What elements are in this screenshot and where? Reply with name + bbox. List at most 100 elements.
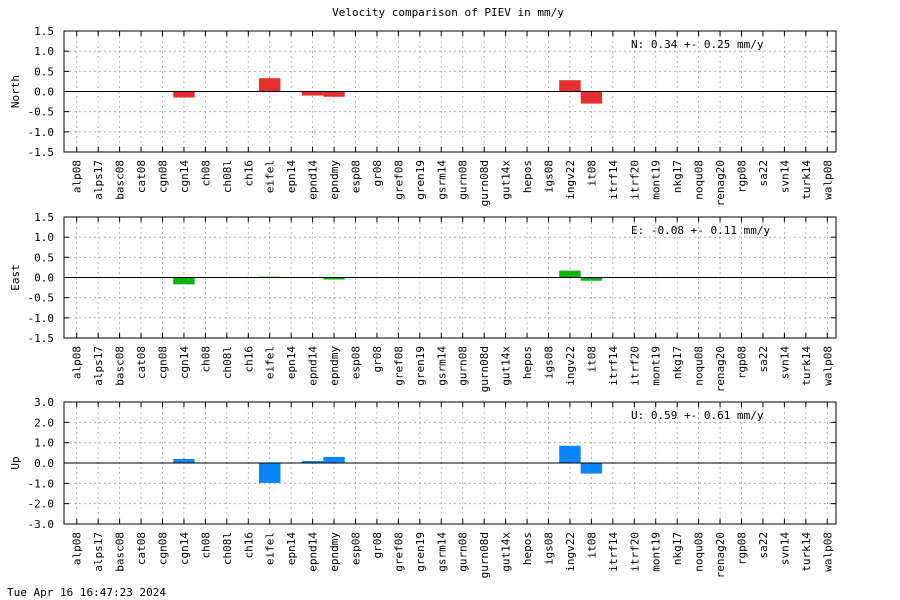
x-tick-label: gsrm14 [435, 346, 448, 386]
x-tick-label: it08 [585, 346, 598, 373]
x-tick-label: eifel [264, 532, 277, 565]
bar-east-epndmy [323, 277, 345, 280]
x-tick-label: gurn08d [478, 160, 491, 206]
x-tick-label: epndmy [328, 160, 341, 200]
x-tick-label: rgp08 [736, 532, 749, 565]
x-tick-label: ingv22 [564, 346, 577, 386]
x-tick-label: ingv22 [564, 532, 577, 572]
x-tick-label: alps17 [92, 160, 105, 200]
x-tick-label: gurn08 [457, 160, 470, 200]
x-tick-label: esp08 [350, 346, 363, 379]
bar-up-it08 [580, 463, 603, 474]
bar-north-epnd14 [301, 91, 324, 96]
y-tick-label: 0.5 [34, 251, 54, 264]
y-tick-label: -1.0 [28, 126, 55, 139]
x-tick-label: gr08 [371, 532, 384, 559]
x-tick-label: gr08 [371, 160, 384, 187]
x-tick-label: gurn08 [457, 346, 470, 386]
x-tick-label: walp08 [821, 346, 834, 386]
x-tick-label: gref08 [392, 532, 405, 572]
x-tick-label: gref08 [392, 346, 405, 386]
x-tick-label: svn14 [778, 346, 791, 379]
x-tick-label: it08 [585, 532, 598, 559]
y-tick-label: -1.0 [28, 477, 55, 490]
stat-annotation: U: 0.59 +- 0.61 mm/y [631, 409, 764, 422]
x-tick-label: ch16 [242, 346, 255, 373]
y-tick-label: 1.0 [34, 45, 54, 58]
x-tick-label: itrf20 [628, 346, 641, 386]
x-tick-label: ch08l [221, 532, 234, 565]
x-tick-label: ch16 [242, 160, 255, 187]
y-tick-label: -3.0 [28, 518, 55, 531]
plot-frame [63, 30, 837, 153]
x-tick-label: itrf20 [628, 160, 641, 200]
x-tick-label: renag20 [714, 346, 727, 392]
y-tick-label: -1.5 [28, 332, 55, 345]
x-tick-label: rgp08 [736, 160, 749, 193]
x-tick-label: hepos [521, 160, 534, 193]
x-tick-label: sa22 [757, 346, 770, 373]
timestamp: Tue Apr 16 16:47:23 2024 [7, 586, 166, 599]
x-tick-label: basc08 [114, 160, 127, 200]
stat-annotation: E: -0.08 +- 0.11 mm/y [631, 224, 770, 237]
y-axis-label: East [9, 264, 22, 291]
x-tick-label: basc08 [114, 532, 127, 572]
y-tick-label: 0.0 [34, 272, 54, 285]
x-tick-label: cat08 [135, 532, 148, 565]
bar-up-epndmy [323, 456, 345, 463]
x-tick-label: mont19 [650, 532, 663, 572]
x-tick-label: esp08 [350, 532, 363, 565]
x-tick-label: gsrm14 [435, 160, 448, 200]
bar-up-ingv22 [559, 445, 581, 463]
plot-frame [63, 216, 837, 339]
bar-north-ingv22 [559, 80, 581, 92]
bar-north-it08 [580, 91, 603, 104]
x-tick-label: renag20 [714, 160, 727, 206]
x-tick-label: turk14 [800, 532, 813, 572]
x-tick-label: cgn08 [157, 346, 170, 379]
x-tick-label: itrf14 [607, 532, 620, 572]
x-tick-label: cat08 [135, 160, 148, 193]
x-tick-label: noqu08 [693, 346, 706, 386]
x-tick-label: sa22 [757, 160, 770, 187]
x-tick-label: ch16 [242, 532, 255, 559]
x-tick-label: gren19 [414, 346, 427, 386]
bar-north-eifel [259, 78, 281, 92]
y-tick-label: 0.5 [34, 65, 54, 78]
x-tick-label: hepos [521, 532, 534, 565]
x-tick-label: walp08 [821, 532, 834, 572]
x-tick-label: sa22 [757, 532, 770, 559]
x-tick-label: alps17 [92, 532, 105, 572]
x-tick-label: igs08 [543, 346, 556, 379]
x-tick-label: ch08 [199, 346, 212, 373]
bar-up-cgn14 [173, 458, 195, 463]
y-tick-label: 0.0 [34, 457, 54, 470]
y-tick-label: 1.5 [34, 25, 54, 38]
x-tick-label: basc08 [114, 346, 127, 386]
x-tick-label: alp08 [71, 532, 84, 565]
y-tick-label: -0.5 [28, 106, 55, 119]
x-tick-label: ch08 [199, 160, 212, 187]
x-tick-label: epndmy [328, 532, 341, 572]
x-tick-label: ch08l [221, 346, 234, 379]
x-tick-label: eifel [264, 160, 277, 193]
x-tick-label: igs08 [543, 532, 556, 565]
x-tick-label: nkg17 [671, 160, 684, 193]
bar-north-epndmy [323, 91, 345, 97]
x-tick-label: epnd14 [307, 532, 320, 572]
y-tick-label: 1.0 [34, 437, 54, 450]
x-tick-label: igs08 [543, 160, 556, 193]
x-tick-label: cgn14 [178, 532, 191, 565]
x-tick-label: itrf20 [628, 532, 641, 572]
x-tick-label: hepos [521, 346, 534, 379]
x-tick-label: noqu08 [693, 532, 706, 572]
x-tick-label: turk14 [800, 160, 813, 200]
x-tick-label: alps17 [92, 346, 105, 386]
bar-up-epnd14 [301, 460, 324, 463]
x-tick-label: eifel [264, 346, 277, 379]
x-tick-label: ingv22 [564, 160, 577, 200]
x-tick-label: itrf14 [607, 346, 620, 386]
x-tick-label: gurn08 [457, 532, 470, 572]
x-tick-label: alp08 [71, 160, 84, 193]
